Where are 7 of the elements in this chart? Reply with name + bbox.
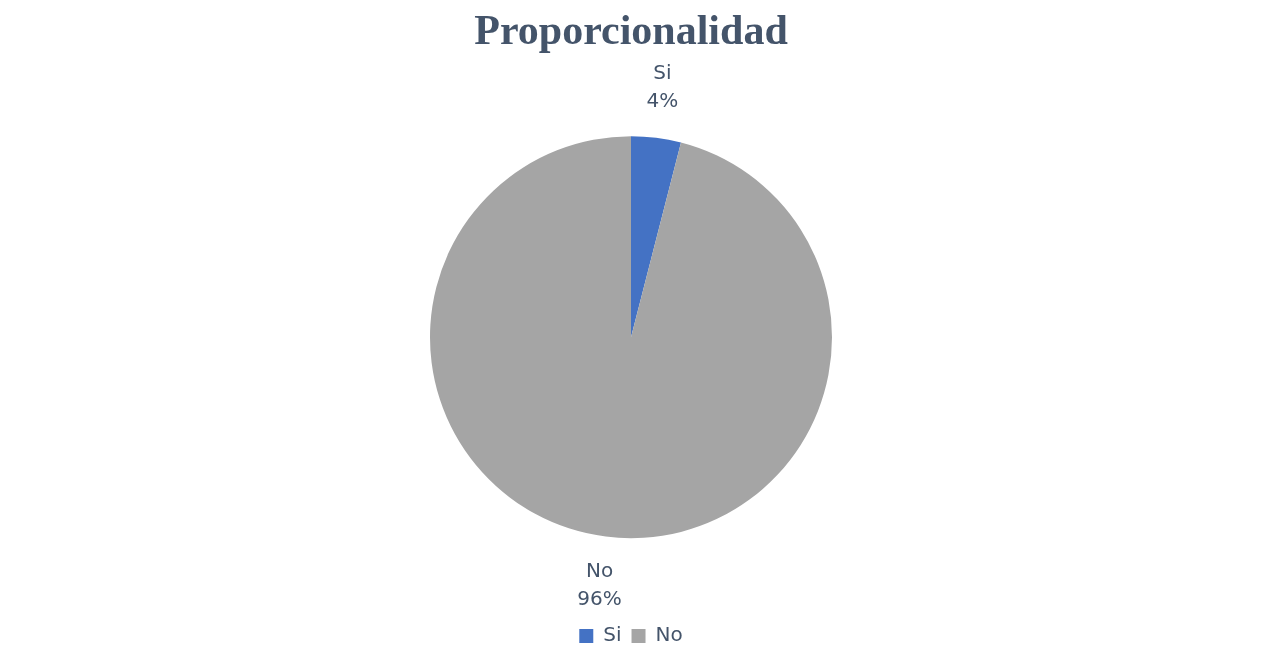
chart-title: Proporcionalidad — [474, 7, 788, 54]
data-label: 4% — [646, 88, 679, 113]
data-label: 96% — [577, 586, 622, 611]
legend-label: No — [655, 622, 683, 647]
slice-label: No — [585, 558, 614, 583]
slice-label: Si — [653, 60, 672, 85]
legend-label: Si — [603, 622, 622, 647]
